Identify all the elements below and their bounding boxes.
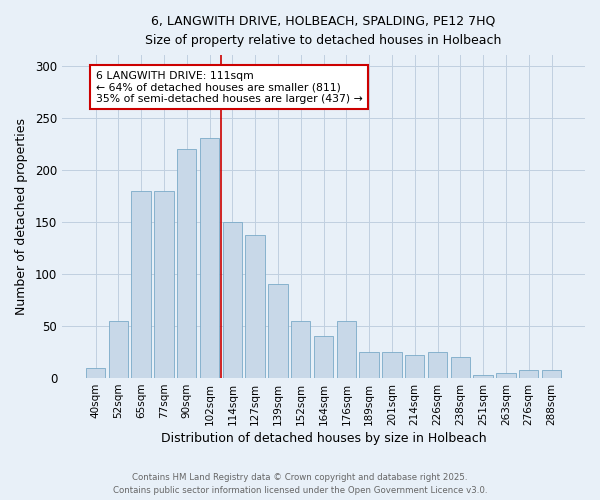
Bar bbox=[405, 355, 424, 378]
Bar bbox=[314, 336, 333, 378]
Bar bbox=[337, 321, 356, 378]
Bar bbox=[473, 375, 493, 378]
Bar bbox=[496, 373, 515, 378]
X-axis label: Distribution of detached houses by size in Holbeach: Distribution of detached houses by size … bbox=[161, 432, 487, 445]
Bar bbox=[223, 222, 242, 378]
Bar bbox=[86, 368, 105, 378]
Bar bbox=[382, 352, 401, 378]
Bar bbox=[109, 321, 128, 378]
Bar bbox=[542, 370, 561, 378]
Text: 6 LANGWITH DRIVE: 111sqm
← 64% of detached houses are smaller (811)
35% of semi-: 6 LANGWITH DRIVE: 111sqm ← 64% of detach… bbox=[95, 70, 362, 104]
Bar bbox=[131, 190, 151, 378]
Bar bbox=[268, 284, 287, 378]
Bar bbox=[359, 352, 379, 378]
Bar bbox=[291, 321, 310, 378]
Bar bbox=[245, 236, 265, 378]
Bar bbox=[200, 138, 219, 378]
Y-axis label: Number of detached properties: Number of detached properties bbox=[15, 118, 28, 315]
Bar bbox=[154, 190, 173, 378]
Text: Contains HM Land Registry data © Crown copyright and database right 2025.
Contai: Contains HM Land Registry data © Crown c… bbox=[113, 474, 487, 495]
Bar bbox=[428, 352, 447, 378]
Title: 6, LANGWITH DRIVE, HOLBEACH, SPALDING, PE12 7HQ
Size of property relative to det: 6, LANGWITH DRIVE, HOLBEACH, SPALDING, P… bbox=[145, 15, 502, 47]
Bar bbox=[451, 357, 470, 378]
Bar bbox=[177, 149, 196, 378]
Bar bbox=[519, 370, 538, 378]
